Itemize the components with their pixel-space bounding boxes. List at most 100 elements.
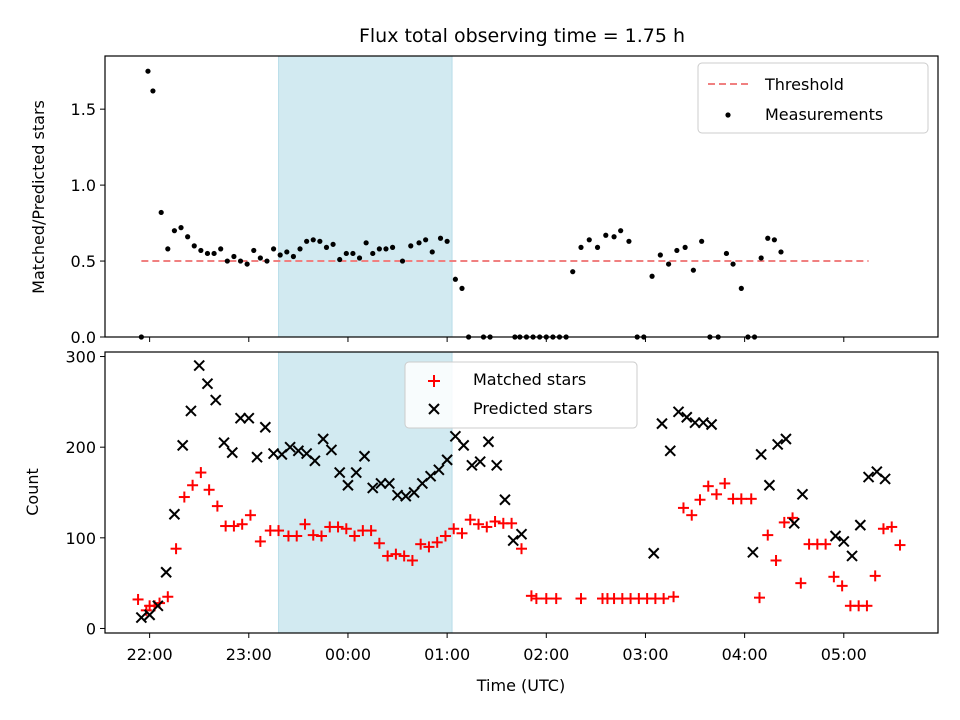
matched-star-point: [340, 523, 352, 535]
predicted-star-point: [507, 534, 519, 547]
matched-star-point: [456, 527, 468, 539]
measurement-point: [237, 258, 244, 264]
measurement-point: [204, 250, 211, 257]
ratio-y-axis-label: Matched/Predicted stars: [29, 100, 48, 294]
measurement-point: [150, 88, 156, 94]
measurements-legend-label: Measurements: [765, 105, 883, 124]
predicted-star-point: [201, 378, 214, 390]
chart-title: Flux total observing time = 1.75 h: [359, 25, 685, 47]
count-y-tick-label: 100: [65, 529, 96, 548]
matched-legend-label: Matched stars: [473, 370, 586, 389]
matched-star-point: [735, 493, 747, 505]
matched-star-point: [530, 593, 542, 605]
measurement-point: [198, 247, 204, 254]
matched-star-point: [273, 525, 285, 537]
count-y-ticks: 0 100 200 300: [65, 348, 105, 638]
x-tick-label: 05:00: [821, 645, 867, 664]
matched-star-point: [894, 539, 906, 551]
predicted-star-point: [771, 438, 784, 451]
ratio-y-ticks: 0.0 0.5 1.0 1.5: [71, 100, 105, 347]
measurement-point: [578, 244, 584, 250]
predicted-stars-points: [135, 359, 891, 624]
measurement-point: [165, 246, 171, 252]
predicted-star-point: [193, 359, 205, 372]
predicted-star-point: [176, 439, 189, 452]
measurement-point: [218, 246, 224, 252]
measurement-point: [399, 258, 406, 264]
measurement-point: [444, 238, 450, 244]
measurement-point: [657, 252, 663, 258]
measurement-point: [323, 244, 330, 250]
ratio-legend-box: [697, 62, 929, 134]
predicted-star-point: [499, 494, 511, 506]
measurement-point: [145, 68, 151, 74]
measurement-point: [304, 238, 310, 244]
predicted-star-point: [846, 550, 858, 562]
predicted-star-point: [763, 479, 776, 491]
matched-star-point: [886, 521, 898, 533]
predicted-star-point: [284, 441, 296, 453]
predicted-star-point: [515, 528, 528, 540]
measurement-point: [370, 250, 376, 257]
measurement-point: [618, 228, 624, 234]
matched-star-point: [398, 550, 410, 562]
threshold-legend-label: Threshold: [764, 75, 844, 94]
measurement-point: [758, 255, 764, 261]
matched-star-point: [711, 488, 723, 500]
predicted-star-point: [457, 439, 470, 452]
matched-star-point: [820, 538, 832, 550]
measurement-point: [429, 249, 435, 255]
matched-star-point: [770, 554, 782, 566]
predicted-star-point: [243, 412, 255, 424]
measurement-point: [626, 238, 632, 244]
matched-star-point: [178, 491, 190, 503]
measurement-point: [211, 250, 217, 257]
predicted-star-point: [854, 519, 867, 531]
matched-star-point: [332, 521, 344, 533]
measurement-point: [244, 261, 250, 267]
x-tick-label: 22:00: [127, 645, 173, 664]
matched-star-point: [762, 529, 774, 541]
predicted-star-point: [796, 488, 809, 501]
predicted-star-point: [441, 454, 453, 466]
measurement-point: [738, 285, 744, 291]
matched-star-point: [187, 479, 199, 491]
predicted-star-point: [648, 547, 660, 559]
measurement-point: [264, 258, 270, 264]
matched-star-point: [431, 536, 443, 548]
measurement-point: [185, 234, 191, 240]
predicted-star-point: [218, 436, 230, 449]
measurement-point: [330, 241, 336, 247]
x-axis-label: Time (UTC): [476, 676, 565, 695]
measurement-point: [690, 267, 696, 273]
matched-star-point: [415, 538, 427, 550]
matched-star-point: [382, 550, 394, 562]
predicted-legend-swatch: [428, 403, 440, 415]
predicted-star-point: [689, 416, 701, 429]
matched-star-point: [316, 530, 328, 542]
x-tick-label: 02:00: [523, 645, 569, 664]
predicted-star-point: [358, 450, 371, 462]
measurement-point: [290, 253, 297, 260]
measurement-point: [699, 238, 705, 244]
predicted-star-point: [234, 412, 247, 424]
matched-star-point: [390, 548, 402, 560]
matched-star-point: [373, 537, 385, 549]
predicted-star-point: [780, 433, 792, 445]
ratio-y-tick-label: 1.0: [71, 176, 96, 195]
predicted-star-point: [292, 445, 305, 457]
x-tick-label: 23:00: [226, 645, 272, 664]
matched-star-point: [506, 517, 518, 529]
count-y-tick-label: 0: [86, 619, 96, 638]
measurement-point: [611, 234, 617, 240]
count-panel: 0 100 200 300 22:00 23:00 00:00 01:00 02:00 03:0…: [23, 348, 939, 695]
matched-star-point: [244, 509, 256, 521]
predicted-star-point: [879, 473, 891, 485]
measurement-point: [771, 237, 777, 243]
measurement-point: [389, 244, 396, 250]
measurement-point: [423, 237, 429, 243]
measurement-point: [778, 249, 784, 255]
matched-star-point: [828, 571, 840, 583]
count-x-ticks: 22:00 23:00 00:00 01:00 02:00 03:00 04:00 05:00: [127, 633, 867, 664]
matched-star-point: [195, 467, 207, 479]
